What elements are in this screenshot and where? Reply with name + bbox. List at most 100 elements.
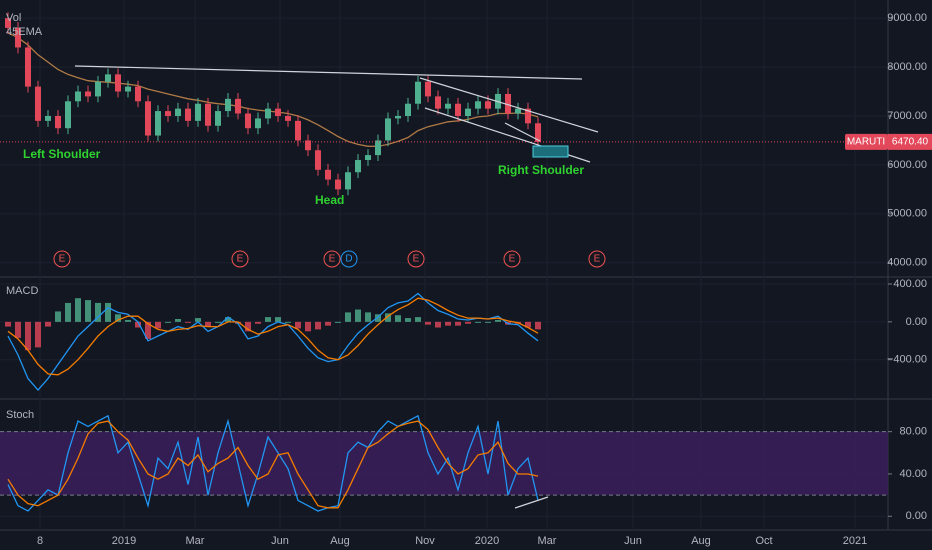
- histogram-bar: [145, 321, 151, 339]
- histogram-bar: [465, 321, 471, 324]
- x-tick-label: 8: [37, 535, 43, 547]
- histogram-bar: [205, 321, 211, 327]
- x-tick-label: Aug: [330, 535, 350, 547]
- candle-body: [405, 103, 411, 116]
- histogram-bar: [125, 319, 131, 322]
- y-tick-label: 0.00: [906, 510, 927, 522]
- candle-body: [535, 123, 541, 142]
- candle-body: [215, 111, 221, 126]
- y-tick-label: 40.00: [899, 468, 927, 480]
- candle-body: [505, 93, 511, 114]
- histogram-bar: [475, 321, 481, 323]
- candle-body: [225, 98, 231, 112]
- candle-body: [255, 118, 261, 129]
- histogram-bar: [195, 318, 201, 322]
- candle-body: [175, 108, 181, 116]
- x-tick-label: Nov: [415, 535, 435, 547]
- histogram-bar: [215, 321, 221, 323]
- histogram-bar: [245, 321, 251, 332]
- candle-body: [75, 91, 81, 102]
- histogram-bar: [185, 321, 191, 323]
- histogram-bar: [485, 321, 491, 323]
- x-tick-label: Aug: [691, 535, 711, 547]
- x-tick-label: Jun: [624, 535, 642, 547]
- legend-label: Vol: [6, 12, 21, 24]
- event-marker: [323, 250, 341, 268]
- histogram-bar: [395, 315, 401, 322]
- histogram-bar: [255, 321, 261, 324]
- histogram-bar: [325, 321, 331, 326]
- event-marker: [588, 250, 606, 268]
- last-price-tag: [888, 133, 932, 150]
- annotation: Head: [315, 193, 344, 207]
- candle-body: [135, 86, 141, 102]
- histogram-bar: [165, 321, 171, 323]
- candle-body: [115, 74, 121, 92]
- candle-body: [85, 91, 91, 97]
- histogram-bar: [415, 317, 421, 322]
- y-tick-label: 6000.00: [887, 159, 927, 171]
- event-marker: [503, 250, 521, 268]
- candle-body: [465, 108, 471, 116]
- ema-line: [7, 32, 539, 147]
- histogram-bar: [175, 319, 181, 322]
- candle-body: [125, 86, 131, 92]
- histogram-bar: [155, 321, 161, 329]
- x-tick-label: 2020: [475, 535, 499, 547]
- event-label: D: [345, 254, 352, 265]
- x-tick-label: Mar: [186, 535, 205, 547]
- candle-body: [445, 103, 451, 109]
- candle-body: [185, 108, 191, 121]
- event-label: E: [329, 254, 336, 265]
- candle-body: [345, 172, 351, 190]
- candle-body: [25, 47, 31, 87]
- candle-body: [315, 150, 321, 170]
- target-box: [532, 145, 569, 158]
- annotation: Right Shoulder: [498, 163, 584, 177]
- event-label: E: [59, 254, 66, 265]
- histogram-bar: [405, 318, 411, 322]
- histogram-bar: [525, 321, 531, 328]
- x-tick-label: 2021: [843, 535, 867, 547]
- event-marker: [231, 250, 249, 268]
- candle-body: [485, 101, 491, 109]
- histogram-bar: [425, 321, 431, 325]
- x-tick-label: Mar: [538, 535, 557, 547]
- y-tick-label: 8000.00: [887, 61, 927, 73]
- y-tick-label: 5000.00: [887, 208, 927, 220]
- trendline: [74, 65, 583, 80]
- histogram-bar: [335, 321, 341, 323]
- candle-body: [55, 115, 61, 129]
- candle-body: [285, 115, 291, 121]
- y-tick-label: 0.00: [906, 316, 927, 328]
- candle-body: [235, 98, 241, 114]
- histogram-bar: [115, 314, 121, 322]
- candle-body: [45, 115, 51, 121]
- histogram-bar: [435, 321, 441, 328]
- y-tick-label: 9000.00: [887, 12, 927, 24]
- event-label: E: [237, 254, 244, 265]
- candle-body: [195, 103, 201, 121]
- candle-body: [355, 160, 361, 173]
- histogram-bar: [375, 314, 381, 322]
- histogram-bar: [355, 309, 361, 322]
- candle-body: [435, 96, 441, 109]
- stoch-line: [7, 420, 539, 509]
- x-tick-label: Jun: [271, 535, 289, 547]
- candle-body: [155, 111, 161, 136]
- candle-body: [245, 113, 251, 129]
- candle-body: [515, 108, 521, 114]
- histogram-bar: [225, 317, 231, 322]
- event-label: E: [413, 254, 420, 265]
- candle-body: [325, 169, 331, 180]
- histogram-bar: [95, 302, 101, 322]
- legend-label: 45EMA: [6, 26, 43, 38]
- histogram-bar: [45, 321, 51, 327]
- histogram-bar: [265, 317, 271, 322]
- candle-body: [425, 81, 431, 97]
- candle-body: [305, 140, 311, 151]
- histogram-bar: [35, 321, 41, 348]
